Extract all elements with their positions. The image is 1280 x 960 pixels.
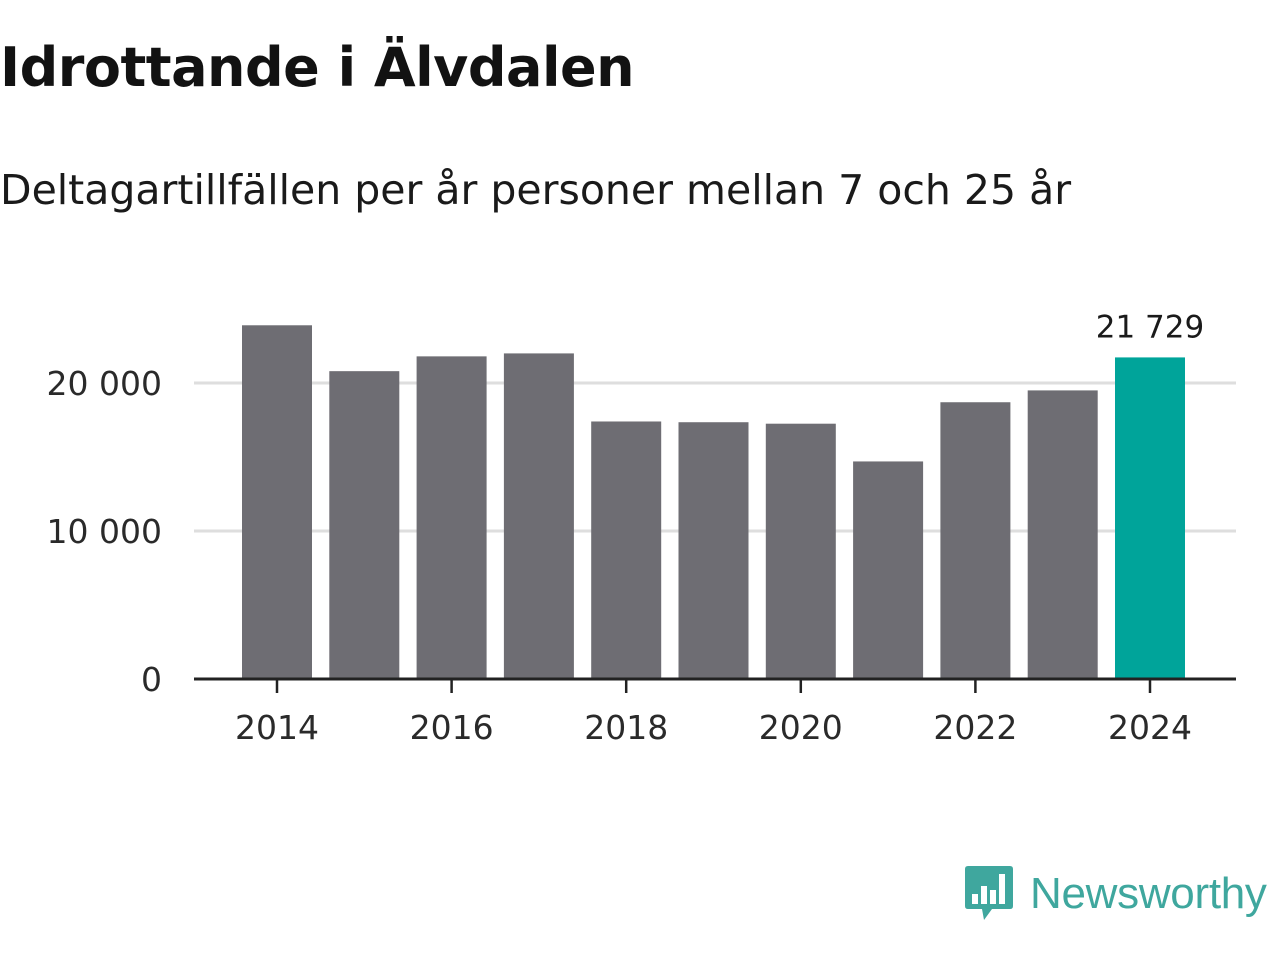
bar-2020	[765, 423, 836, 679]
y-tick-label: 20 000	[47, 364, 162, 403]
bar-2024	[1115, 357, 1185, 679]
brand-name: Newsworthy	[1030, 869, 1267, 918]
x-tick-label: 2024	[1108, 708, 1192, 747]
newsworthy-logo: Newsworthy	[964, 864, 1267, 924]
x-tick-label: 2014	[235, 708, 319, 747]
bar-2015	[329, 371, 400, 679]
bar-2022	[940, 402, 1011, 679]
chart-subtitle: Deltagartillfällen per år personer mella…	[0, 166, 1072, 214]
y-tick-label: 0	[141, 660, 162, 699]
bar-2021	[853, 461, 924, 679]
labels: 0 10 000 20 000 21 729 2014 2016 2018 2020 2022 2…	[47, 309, 1205, 747]
axes	[194, 677, 1236, 693]
bar-2018	[591, 421, 662, 679]
bar-2019	[678, 422, 749, 679]
bar-2017	[503, 353, 574, 679]
bar-2014	[242, 325, 312, 679]
bar-2023	[1027, 390, 1098, 679]
data-label-2024: 21 729	[1096, 309, 1204, 345]
x-tick-label: 2018	[584, 708, 668, 747]
newsworthy-logo-icon	[965, 866, 1013, 920]
bars	[242, 325, 1185, 679]
x-tick-label: 2020	[759, 708, 843, 747]
chart-title: Idrottande i Älvdalen	[0, 36, 635, 99]
x-tick-label: 2016	[410, 708, 494, 747]
x-tick-label: 2022	[933, 708, 1017, 747]
bar-2016	[416, 356, 487, 679]
y-tick-label: 10 000	[47, 512, 162, 551]
